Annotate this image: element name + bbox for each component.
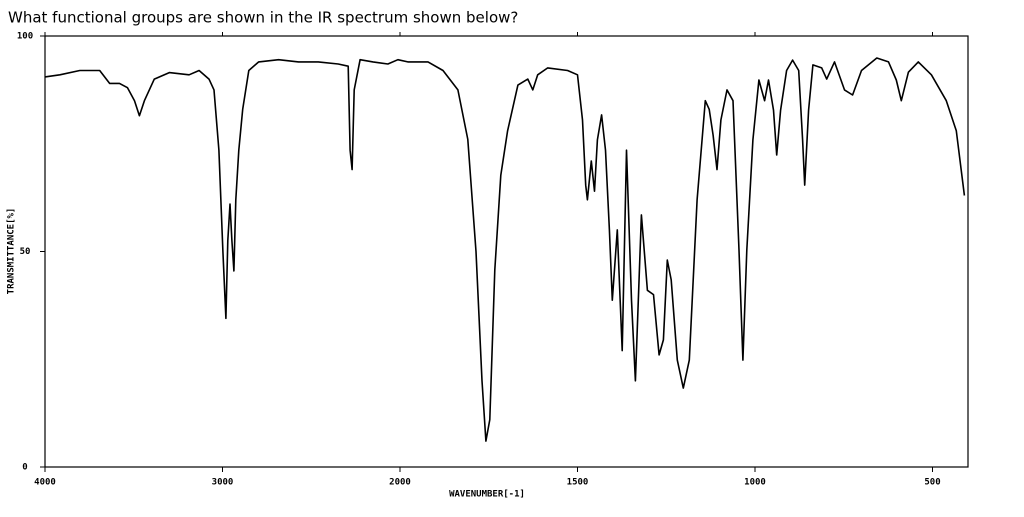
x-tick-label: 3000 (212, 478, 234, 488)
y-tick-label: 50 (20, 247, 31, 257)
y-axis-label: TRANSMITTANCE[%] (7, 208, 17, 295)
plot-frame (44, 35, 969, 468)
x-tick-label: 500 (924, 478, 940, 488)
y-tick-label: 100 (17, 32, 33, 42)
spectrum-line (44, 57, 966, 442)
x-tick-label: 1500 (567, 478, 589, 488)
x-tick-label: 2000 (389, 478, 411, 488)
x-axis-label: WAVENUMBER[-1] (449, 490, 525, 500)
question-title: What functional groups are shown in the … (8, 9, 518, 27)
x-tick-label: 4000 (34, 478, 56, 488)
y-tick-label: 0 (22, 463, 27, 473)
x-tick-label: 1000 (744, 478, 766, 488)
